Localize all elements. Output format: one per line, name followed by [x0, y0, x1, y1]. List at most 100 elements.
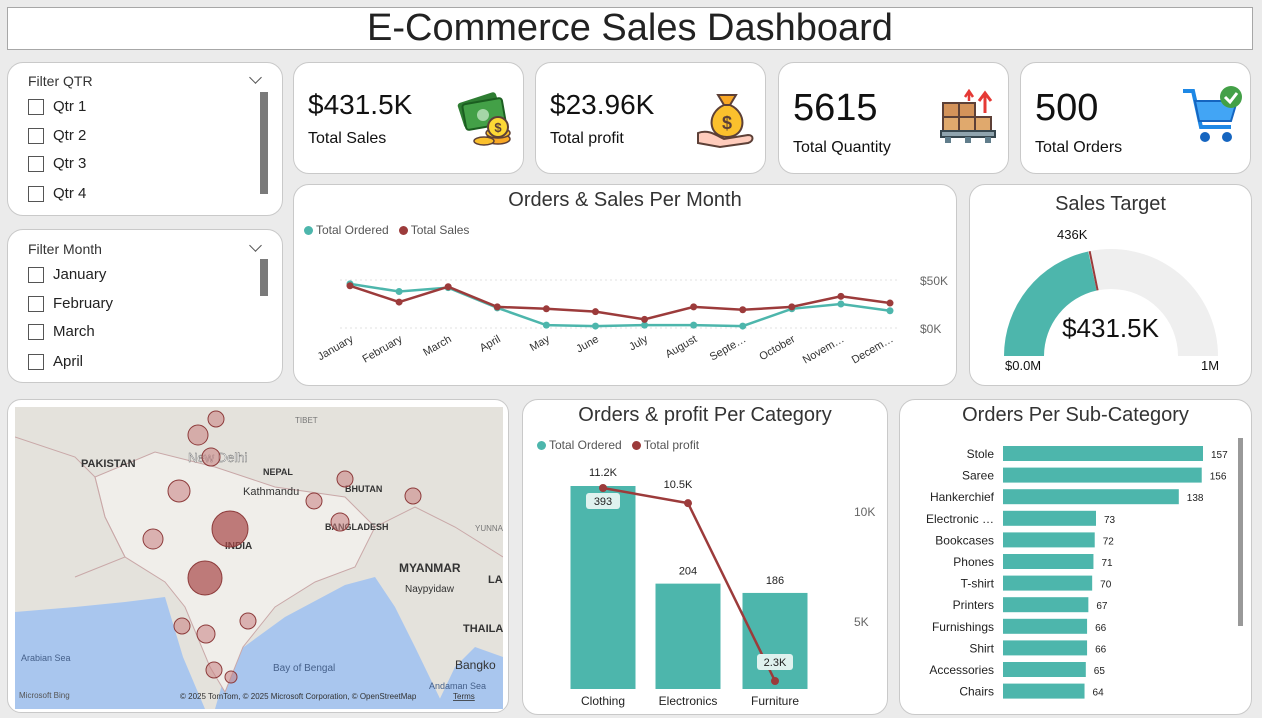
- chart-legend: Total Ordered Total profit: [537, 438, 699, 452]
- data-point: [886, 307, 894, 315]
- checkbox[interactable]: [28, 295, 44, 312]
- bar-data-label: 393: [594, 496, 612, 508]
- month-option[interactable]: February: [28, 295, 113, 312]
- kpi-total-orders: 500 Total Orders: [1020, 62, 1251, 174]
- kpi-value: $431.5K: [308, 89, 413, 120]
- y-tick-label: Furnishings: [932, 620, 994, 634]
- map-water: [215, 577, 445, 709]
- data-point: [788, 303, 796, 311]
- gauge-value-label: $431.5K: [1062, 313, 1159, 343]
- y-tick-label: Saree: [962, 469, 994, 483]
- checkbox[interactable]: [28, 266, 44, 283]
- x-tick-label: Clothing: [581, 694, 625, 708]
- checkbox[interactable]: [28, 323, 44, 340]
- chevron-down-icon[interactable]: [249, 71, 262, 84]
- svg-text:Bangko: Bangko: [455, 658, 496, 672]
- bar: [1003, 618, 1088, 634]
- map-bubble: [224, 670, 238, 684]
- kpi-label: Total profit: [550, 130, 624, 147]
- scrollbar[interactable]: [260, 92, 268, 194]
- svg-text:BANGLADESH: BANGLADESH: [325, 522, 389, 532]
- data-point: [771, 677, 779, 685]
- data-point: [444, 283, 452, 291]
- y-tick-label: Printers: [953, 598, 994, 612]
- map-attribution: © 2025 TomTom, © 2025 Microsoft Corporat…: [180, 692, 417, 701]
- checkbox[interactable]: [28, 155, 44, 172]
- svg-text:NEPAL: NEPAL: [263, 467, 293, 477]
- qtr-option[interactable]: Qtr 2: [28, 127, 86, 144]
- bar-data-label: 204: [679, 566, 697, 578]
- gauge-min-label: $0.0M: [1005, 358, 1042, 373]
- map-border: [15, 436, 126, 578]
- qtr-option[interactable]: Qtr 4: [28, 185, 86, 202]
- svg-text:Bay of Bengal: Bay of Bengal: [273, 663, 335, 674]
- chart-title: Orders & profit Per Category: [578, 404, 832, 426]
- map-bubble: [167, 479, 191, 503]
- y-tick-label: 10K: [854, 505, 876, 519]
- checkbox[interactable]: [28, 353, 44, 370]
- gauge-max-label: 1M: [1201, 358, 1220, 373]
- map-card: PAKISTAN New Delhi NEPAL Kathmandu BHUTA…: [7, 399, 509, 713]
- checkbox[interactable]: [28, 98, 44, 115]
- kpi-label: Total Orders: [1035, 139, 1123, 156]
- gauge-chart: [1004, 249, 1218, 356]
- svg-text:MYANMAR: MYANMAR: [399, 561, 461, 575]
- y-tick-label: Stole: [967, 447, 995, 461]
- svg-text:PAKISTAN: PAKISTAN: [81, 458, 136, 470]
- chart-title: Orders & Sales Per Month: [508, 189, 742, 211]
- month-option[interactable]: January: [28, 266, 106, 283]
- svg-text:Arabian Sea: Arabian Sea: [21, 653, 71, 663]
- map-land: [94, 451, 376, 694]
- y-tick-label: Hankerchief: [930, 490, 995, 504]
- data-point: [346, 282, 354, 290]
- qtr-option[interactable]: Qtr 1: [28, 98, 86, 115]
- bar-data-label: 71: [1101, 558, 1113, 569]
- bar: [1003, 554, 1094, 569]
- x-tick-label: March: [421, 333, 453, 359]
- series-line: [349, 282, 891, 328]
- map[interactable]: PAKISTAN New Delhi NEPAL Kathmandu BHUTA…: [15, 407, 503, 709]
- x-tick-label: Septe…: [708, 333, 748, 363]
- scrollbar[interactable]: [260, 259, 268, 296]
- kpi-label: Total Quantity: [793, 139, 891, 156]
- bar: [1003, 510, 1096, 526]
- data-point: [641, 321, 649, 329]
- map-bubble: [187, 424, 209, 446]
- money-icon: $: [457, 92, 511, 146]
- checkbox[interactable]: [28, 185, 44, 202]
- qtr-option[interactable]: Qtr 3: [28, 155, 86, 172]
- chart-legend: Total Ordered Total Sales: [304, 223, 469, 237]
- legend-item: Total Ordered: [304, 223, 389, 237]
- x-tick-label: April: [478, 333, 503, 354]
- month-option[interactable]: April: [28, 353, 83, 370]
- line-chart-card: Orders & Sales Per Month Total Ordered T…: [293, 184, 957, 386]
- bar: [570, 486, 636, 689]
- scrollbar[interactable]: [1238, 438, 1243, 626]
- map-bubble: [205, 661, 223, 679]
- svg-text:THAILA: THAILA: [463, 623, 503, 635]
- x-tick-label: June: [574, 333, 601, 355]
- x-tick-label: January: [316, 333, 356, 363]
- data-point: [591, 308, 599, 316]
- legend-item: Total Sales: [398, 223, 469, 237]
- y-tick-label: T-shirt: [961, 577, 995, 591]
- y-tick-label: $0K: [920, 322, 942, 336]
- gauge-fill: [1004, 251, 1097, 356]
- map-bubble: [404, 487, 422, 505]
- data-point: [641, 315, 649, 323]
- bar-data-label: 157: [1211, 450, 1228, 461]
- bar-data-label: 65: [1094, 666, 1106, 677]
- checkbox[interactable]: [28, 127, 44, 144]
- data-point: [542, 321, 550, 329]
- bar: [1003, 662, 1086, 677]
- map-terms-link: Terms: [453, 692, 475, 701]
- data-label-bg: [586, 493, 620, 509]
- bar-data-label: 64: [1093, 688, 1105, 699]
- x-tick-label: Electronics: [659, 694, 718, 708]
- chevron-down-icon[interactable]: [249, 239, 262, 252]
- bar-data-label: 66: [1095, 644, 1107, 655]
- y-tick-label: $50K: [920, 274, 949, 288]
- month-option[interactable]: March: [28, 323, 95, 340]
- y-tick-label: Accessories: [929, 663, 994, 677]
- map-bubble: [239, 612, 257, 630]
